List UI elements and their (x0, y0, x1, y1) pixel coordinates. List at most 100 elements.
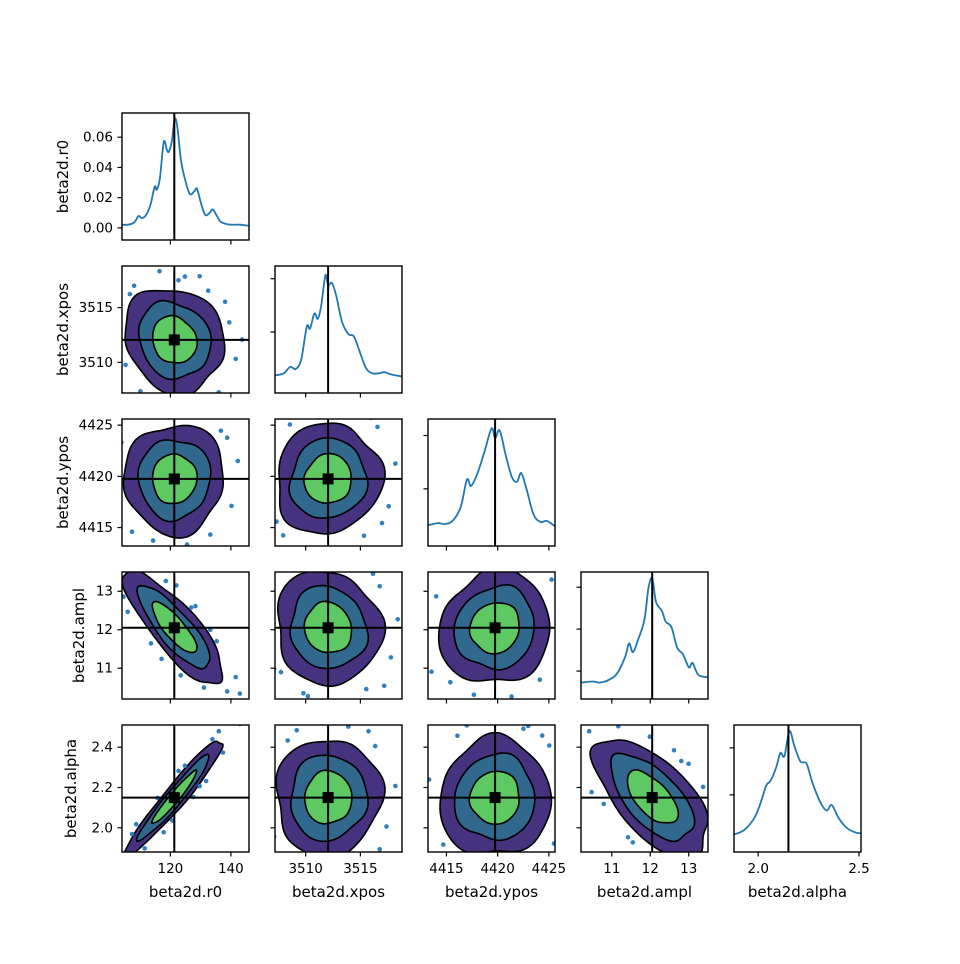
sample-point (145, 399, 150, 404)
sample-point (393, 783, 398, 789)
sample-point (280, 533, 286, 538)
sample-point (342, 551, 347, 556)
sample-point (393, 461, 398, 466)
sample-point (375, 424, 380, 430)
sample-point (700, 784, 706, 790)
y-tick-label: 0.00 (83, 220, 113, 236)
sample-point (348, 410, 353, 415)
y-tick-label: 2.0 (92, 820, 113, 836)
kde-curve (122, 117, 249, 227)
sample-point (455, 733, 460, 739)
best-fit-marker (489, 792, 501, 804)
x-tick-label: 13 (680, 861, 697, 877)
sample-point (142, 411, 147, 416)
sample-point (292, 560, 297, 565)
sample-point (422, 619, 427, 624)
sample-point (261, 591, 266, 596)
sample-point (125, 609, 130, 615)
sample-point (535, 854, 540, 859)
panel-beta2d.ypos-vs-beta2d.r0: 4415 4420 4425 beta2d.ypos (54, 403, 250, 551)
sample-point (129, 529, 135, 534)
sample-point (113, 513, 118, 518)
sample-point (178, 673, 183, 678)
sample-point (370, 572, 376, 576)
x-axis-labels-beta2d.ypos: 4415 4420 4425 beta2d.ypos (429, 861, 566, 901)
sample-point (539, 733, 545, 738)
x-tick-label: 12 (642, 861, 659, 877)
panel-border (274, 418, 403, 547)
y-axis-labels-beta2d.ampl: 11 12 13 beta2d.ampl (70, 584, 113, 683)
panel-beta2d.ampl-vs-beta2d.ypos (422, 566, 566, 707)
sample-point (708, 793, 713, 798)
y-tick-label: 11 (96, 661, 113, 677)
sample-point (129, 831, 135, 837)
sample-point (679, 758, 684, 764)
x-tick-label: 2.0 (747, 861, 768, 877)
best-fit-marker (168, 334, 180, 346)
panel-diag-beta2d.r0: 0.00 0.02 0.04 0.06 beta2d.r0 (54, 112, 250, 245)
sample-point (142, 846, 147, 851)
sample-point (115, 873, 120, 878)
sample-point (561, 642, 566, 647)
sample-point (326, 401, 331, 406)
panel-beta2d.xpos-vs-beta2d.r0: 3510 3515 beta2d.xpos (54, 265, 250, 414)
sample-point (305, 693, 311, 699)
panel-border (274, 724, 403, 853)
best-fit-marker (168, 792, 180, 804)
sample-point (545, 566, 550, 571)
panel-diag-beta2d.ypos (423, 418, 556, 551)
best-fit-marker (646, 792, 658, 804)
sample-point (115, 317, 120, 322)
sample-point (263, 459, 268, 464)
sample-point (549, 577, 554, 582)
sample-point (287, 422, 293, 427)
sample-point (586, 728, 592, 734)
x-axis-title: beta2d.r0 (149, 883, 222, 901)
sample-point (224, 689, 230, 694)
sample-point (197, 274, 202, 279)
sample-point (191, 403, 196, 408)
best-fit-marker (168, 473, 180, 485)
sample-point (601, 801, 606, 807)
sample-point (161, 829, 166, 835)
sample-point (140, 560, 145, 565)
sample-point (176, 278, 181, 283)
sample-point (330, 873, 335, 878)
panel-border (580, 571, 709, 700)
sample-point (133, 821, 139, 827)
y-tick-label: 3515 (79, 300, 113, 316)
sample-point (275, 666, 277, 672)
sample-point (261, 506, 266, 511)
scatter-points (115, 725, 242, 878)
y-tick-label: 4420 (79, 469, 113, 485)
sample-point (157, 268, 162, 274)
sample-point (159, 656, 164, 662)
sample-point (275, 834, 277, 839)
sample-point (170, 409, 175, 414)
sample-point (227, 320, 232, 325)
y-tick-label: 2.4 (92, 740, 113, 756)
sample-point (131, 283, 137, 289)
sample-point (335, 549, 340, 554)
kde-curve (428, 427, 555, 528)
kde-curve (734, 730, 861, 836)
sample-point (346, 725, 351, 729)
y-tick-label: 0.04 (83, 160, 113, 176)
sample-point (319, 406, 324, 411)
sample-point (201, 685, 207, 690)
panel-border (121, 112, 250, 241)
y-tick-label: 0.02 (83, 190, 113, 206)
sample-point (275, 519, 279, 524)
sample-point (256, 612, 261, 617)
sample-point (502, 702, 507, 707)
sample-point (216, 728, 222, 734)
kde-curve (581, 576, 708, 684)
x-tick-label: 4420 (480, 861, 514, 877)
y-axis-labels-beta2d.xpos: 3510 3515 beta2d.xpos (54, 283, 113, 376)
y-axis-labels-beta2d.alpha: 2.0 2.2 2.4 beta2d.alpha (62, 739, 113, 838)
y-axis-title: beta2d.xpos (54, 283, 72, 376)
panel-border (427, 571, 556, 700)
scatter-points (113, 403, 241, 546)
